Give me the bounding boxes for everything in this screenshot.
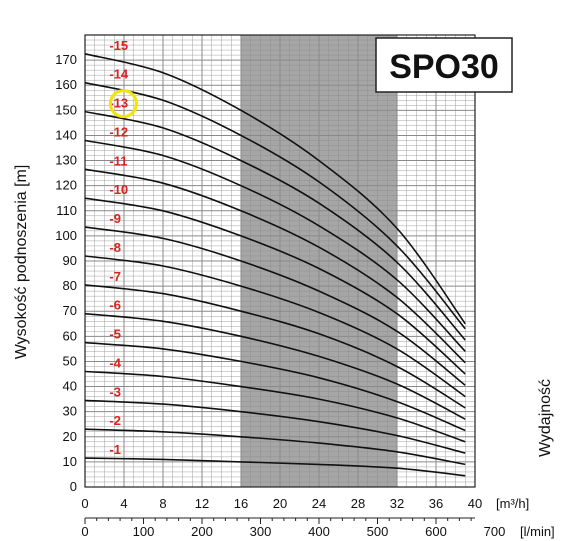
y-tick-label: 170 xyxy=(55,52,77,67)
x2-tick-label: 600 xyxy=(425,524,447,539)
stage-label-9: -9 xyxy=(109,211,121,226)
curve-stage-4 xyxy=(84,370,466,443)
curve-stage-15 xyxy=(84,53,466,325)
title-box xyxy=(375,37,513,93)
x2-tick-label: 400 xyxy=(308,524,330,539)
y-tick-label: 20 xyxy=(63,429,77,444)
x2-tick-label: 300 xyxy=(250,524,272,539)
y-tick-label: 90 xyxy=(63,253,77,268)
x-unit-primary: [m³/h] xyxy=(496,496,529,511)
y-tick-label: 50 xyxy=(63,353,77,368)
curve-stage-1 xyxy=(84,457,466,477)
curve-stage-2 xyxy=(84,428,466,466)
stage-label-15: -15 xyxy=(109,38,128,53)
y-tick-label: 0 xyxy=(70,479,77,494)
curve-stage-9 xyxy=(84,226,466,386)
stage-label-4: -4 xyxy=(109,355,121,370)
x2-tick-label: 100 xyxy=(133,524,155,539)
curve-stage-14 xyxy=(84,81,466,330)
x-unit-secondary: [l/min] xyxy=(520,524,555,539)
y-tick-label: 160 xyxy=(55,77,77,92)
y-tick-label: 70 xyxy=(63,303,77,318)
y-tick-label: 130 xyxy=(55,153,77,168)
x-tick-label: 40 xyxy=(468,496,482,511)
y-tick-label: 10 xyxy=(63,454,77,469)
x-tick-label: 24 xyxy=(312,496,326,511)
x-tick-label: 8 xyxy=(159,496,166,511)
curve-stage-10 xyxy=(84,197,466,375)
y-tick-label: 110 xyxy=(56,203,77,218)
y-tick-label: 30 xyxy=(63,404,77,419)
x-axis-label: Wydajność xyxy=(537,379,554,457)
x-tick-label: 0 xyxy=(81,496,88,511)
y-tick-label: 120 xyxy=(55,178,77,193)
x2-tick-label: 200 xyxy=(191,524,213,539)
y-tick-label: 80 xyxy=(63,278,77,293)
curve-stage-3 xyxy=(84,399,466,454)
stage-label-5: -5 xyxy=(109,327,121,342)
stage-label-10: -10 xyxy=(109,182,128,197)
stage-label-12: -12 xyxy=(109,124,128,139)
stage-label-2: -2 xyxy=(109,413,121,428)
stage-label-3: -3 xyxy=(109,384,121,399)
highlight-circle xyxy=(108,89,138,119)
x2-tick-label: 700 xyxy=(484,524,506,539)
y-tick-label: 100 xyxy=(55,228,77,243)
stage-label-7: -7 xyxy=(109,269,121,284)
y-tick-label: 40 xyxy=(63,379,77,394)
stage-label-8: -8 xyxy=(109,240,121,255)
stage-label-14: -14 xyxy=(109,67,129,82)
x-tick-label: 16 xyxy=(234,496,248,511)
y-tick-label: 140 xyxy=(55,127,77,142)
stage-label-6: -6 xyxy=(109,298,121,313)
y-tick-label: 150 xyxy=(55,102,77,117)
curve-stage-6 xyxy=(84,312,466,420)
x2-tick-label: 0 xyxy=(81,524,88,539)
x-tick-label: 32 xyxy=(390,496,404,511)
x-tick-label: 4 xyxy=(120,496,127,511)
x2-tick-label: 500 xyxy=(367,524,389,539)
chart-title: SPO30 xyxy=(389,48,499,86)
curve-stage-12 xyxy=(84,139,466,352)
x-tick-label: 28 xyxy=(351,496,365,511)
curve-stage-8 xyxy=(84,255,466,398)
curve-stage-7 xyxy=(84,284,466,409)
x-tick-label: 12 xyxy=(195,496,209,511)
stage-label-11: -11 xyxy=(109,153,127,168)
curve-stage-11 xyxy=(84,168,466,364)
stage-label-1: -1 xyxy=(109,442,121,457)
x-tick-label: 36 xyxy=(429,496,443,511)
stage-label-13: -13 xyxy=(109,96,128,111)
y-tick-label: 60 xyxy=(63,328,77,343)
x-tick-label: 20 xyxy=(273,496,287,511)
plot-frame xyxy=(84,34,476,488)
curve-stage-13 xyxy=(84,110,466,341)
curve-stage-5 xyxy=(84,341,466,432)
y-axis-label: Wysokość podnoszenia [m] xyxy=(13,165,30,360)
